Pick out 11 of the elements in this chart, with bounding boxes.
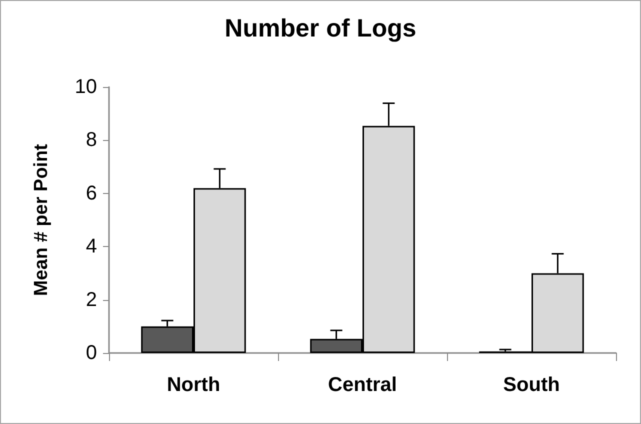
chart-title: Number of Logs <box>224 14 416 42</box>
y-tick-label: 6 <box>86 182 97 204</box>
y-tick-label: 0 <box>86 342 97 364</box>
y-tick-label: 2 <box>86 288 97 311</box>
y-tick-label: 8 <box>86 129 97 152</box>
y-axis-title: Mean # per Point <box>31 143 52 296</box>
y-tick-label: 10 <box>74 76 97 98</box>
x-tick-label: South <box>503 374 560 396</box>
y-tick-label: 4 <box>86 236 97 258</box>
x-tick-label: North <box>166 374 220 396</box>
x-tick-label: Central <box>328 374 397 396</box>
